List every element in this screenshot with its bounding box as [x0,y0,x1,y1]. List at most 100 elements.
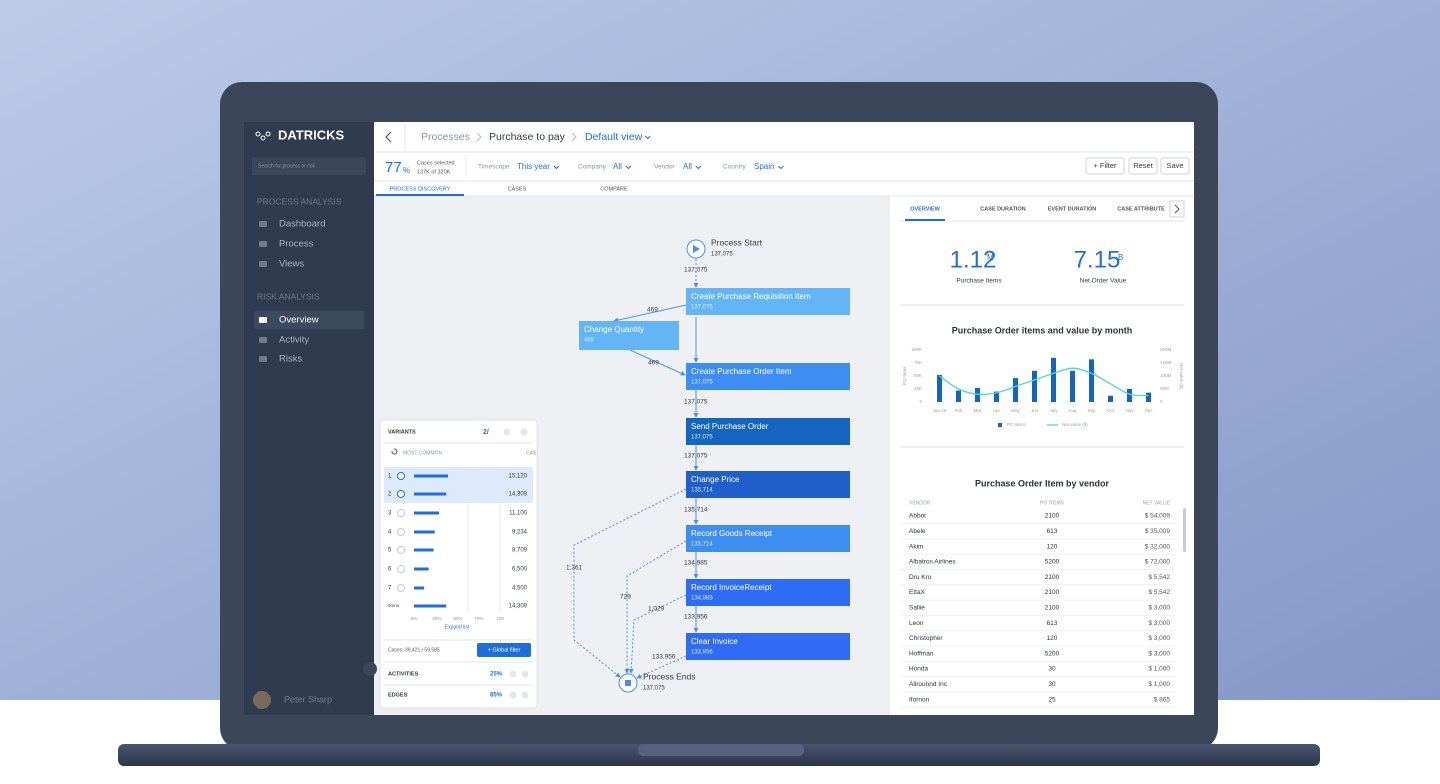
nav-icon [259,241,267,247]
expand-link[interactable]: Expand list [445,624,470,630]
breadcrumb[interactable]: Processes [421,131,470,143]
checkbox[interactable] [397,528,405,536]
bar [956,390,961,402]
button-label[interactable]: Reset [1133,161,1154,170]
x-tick-label: Oct [1107,408,1115,413]
sidebar [244,122,374,715]
breadcrumb-sep [476,132,482,142]
variant-bar [414,586,425,590]
tab[interactable]: CASE DURATION [980,206,1025,212]
variant-bar [414,548,434,552]
table-cell: EttaX [909,589,926,596]
selected-rows [384,467,533,503]
checkbox[interactable] [397,584,405,592]
node-count: 134,985 [691,596,713,602]
process-node[interactable] [686,525,850,552]
button-label[interactable]: + Global filter [488,647,521,653]
tab[interactable]: CASES [508,186,527,192]
breadcrumb[interactable]: Default view [585,131,643,143]
nav-icon [259,221,267,227]
process-node[interactable] [579,321,679,350]
button-label[interactable]: + Filter [1093,161,1117,170]
process-node[interactable] [686,579,850,606]
process-edges [573,259,699,679]
node-label[interactable]: Create Purchase Order Item [691,367,792,376]
table-cell: Sallie [909,605,925,612]
search-placeholder[interactable]: Search for process or risk [258,163,315,169]
process-node[interactable] [686,363,850,390]
table-cell: Christopher [909,635,943,642]
icon-button[interactable] [503,428,511,436]
back-button[interactable] [385,131,392,143]
node-label[interactable]: Record InvoiceReceipt [691,583,772,592]
nav-item[interactable]: Risks [279,354,302,365]
nav-item[interactable]: Dashboard [279,219,325,230]
filter-label: Timescope [478,164,510,171]
node-label[interactable]: Change Quantity [584,325,644,334]
tab-underline [905,219,945,221]
node-label[interactable]: Send Purchase Order [691,422,769,431]
node-label: Process Ends [643,671,695,681]
table-cell: $ 3,000 [1148,620,1170,627]
variant-rank: 4 [388,530,392,536]
nav-item[interactable]: Overview [279,315,319,326]
search-box[interactable] [252,157,366,175]
end-icon [625,680,631,686]
sort-label[interactable]: MOST COMMON [403,450,442,456]
checkbox[interactable] [397,546,405,554]
tab[interactable]: PROCESS DISCOVERY [390,186,451,192]
process-node[interactable] [686,418,850,445]
edge-label: 135,714 [684,507,708,514]
breadcrumb[interactable]: Purchase to pay [489,131,566,143]
checkbox[interactable] [397,472,405,480]
button[interactable] [1085,157,1125,175]
tab[interactable]: EVENT DURATION [1048,206,1097,212]
checkbox[interactable] [397,509,405,517]
filter-value[interactable]: All [683,162,692,171]
tab[interactable]: OVERVIEW [910,206,940,212]
table-cell: Akim [909,543,923,550]
scrollbar [1183,508,1186,552]
node-count: 135,714 [691,488,713,494]
node-label[interactable]: Create Purchase Requisition Item [691,292,811,301]
collapse-button[interactable] [363,662,377,676]
process-node[interactable] [686,633,850,660]
checkbox[interactable] [397,565,405,573]
node-label[interactable]: Change Price [691,475,740,484]
edge-label: 137,075 [684,453,708,460]
chevron [644,135,651,140]
bar [975,387,980,402]
icon-button[interactable] [509,691,517,699]
nav-item[interactable]: Views [279,259,304,270]
button-label[interactable]: Save [1166,161,1183,170]
table-cell: 2100 [1045,605,1060,612]
edge-label: 133,956 [684,614,708,621]
filter-value[interactable]: Spain [754,162,774,171]
x-tick-label: Nov [1125,408,1134,413]
section-title: RISK ANALYSIS [257,291,320,301]
filter-value[interactable]: This year [517,162,550,171]
global-filter-button[interactable] [477,643,531,657]
icon-button[interactable] [509,670,517,678]
icon-button[interactable] [521,691,529,699]
tab-arrow[interactable] [1169,200,1185,218]
nav-item[interactable]: Activity [279,335,309,346]
node-label[interactable]: Clear Invoice [691,637,738,646]
button[interactable] [1128,157,1158,175]
process-node[interactable] [686,471,850,498]
filter-value[interactable]: All [613,162,622,171]
variant-cases: 15,120 [509,474,528,480]
icon-button[interactable] [521,670,529,678]
button[interactable] [1160,157,1190,175]
variant-cases: 11,100 [509,511,528,517]
icon-button[interactable] [520,428,528,436]
chevron [625,165,632,170]
node-count: 137,075 [691,380,713,386]
process-node[interactable] [686,288,850,315]
edge-label: 1,361 [566,565,583,572]
nav-item[interactable]: Process [279,239,314,250]
tab[interactable]: COMPARE [600,186,628,192]
tab[interactable]: CASE ATTRIBUTE [1117,206,1165,212]
checkbox[interactable] [397,490,405,498]
node-label[interactable]: Record Goods Receipt [691,529,773,538]
